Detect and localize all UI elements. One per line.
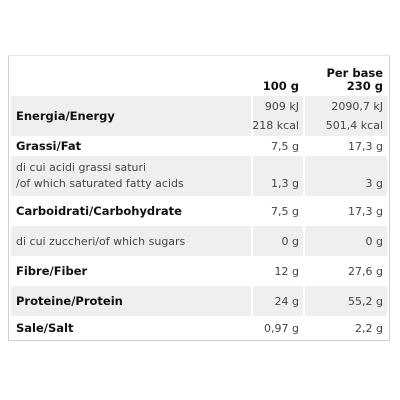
value-100g: 0 g xyxy=(281,234,299,248)
table-row: di cui acidi grassi saturi/of which satu… xyxy=(11,156,387,196)
row-label: Fibre/Fiber xyxy=(16,263,88,278)
row-label: Carboidrati/Carbohydrate xyxy=(16,203,182,218)
table-row: Energia/Energy 909 kJ 218 kcal 2090,7 kJ 501… xyxy=(11,96,387,136)
table-cell: 1,3 g xyxy=(253,156,303,196)
table-cell: 909 kJ 218 kcal xyxy=(252,96,303,136)
table-cell: Sale/Salt xyxy=(11,316,251,341)
table-cell: 0 g xyxy=(253,226,303,256)
header-text: 230 g xyxy=(346,79,383,93)
table-row: Carboidrati/Carbohydrate 7,5 g 17,3 g xyxy=(11,196,387,226)
table-row: Proteine/Protein 24 g 55,2 g xyxy=(11,286,387,316)
table-cell: 55,2 g xyxy=(305,286,387,316)
table-row: Fibre/Fiber 12 g 27,6 g xyxy=(11,256,387,286)
header-cell: Per base 230 g xyxy=(305,56,387,96)
row-label: di cui acidi grassi saturi xyxy=(16,161,147,174)
value-per-base: 55,2 g xyxy=(348,294,383,308)
value-per-base: 0 g xyxy=(365,234,383,248)
table-cell: 3 g xyxy=(305,156,387,196)
value-per-base: 2,2 g xyxy=(355,322,383,335)
table-cell: di cui zuccheri/of which sugars xyxy=(11,226,251,256)
value-per-base: 2090,7 kJ xyxy=(331,100,383,113)
nutrition-table: 100 g Per base 230 g Energia/Energy 909 k… xyxy=(8,55,390,341)
row-label: di cui zuccheri/of which sugars xyxy=(16,234,186,248)
table-cell: 17,3 g xyxy=(305,196,387,226)
value-per-base: 27,6 g xyxy=(348,264,383,278)
header-row: 100 g Per base 230 g xyxy=(11,56,387,96)
row-label: Grassi/Fat xyxy=(16,138,82,153)
table-cell: 2090,7 kJ 501,4 kcal xyxy=(305,96,387,136)
value-100g: 218 kcal xyxy=(252,119,299,132)
row-label: Sale/Salt xyxy=(16,321,74,335)
table-cell: 17,3 g xyxy=(305,136,387,156)
table-cell: Carboidrati/Carbohydrate xyxy=(11,196,251,226)
row-label: Proteine/Protein xyxy=(16,293,123,308)
table-cell: 7,5 g xyxy=(253,136,303,156)
header-text: Per base xyxy=(326,66,383,80)
table-cell: Energia/Energy xyxy=(11,96,251,136)
table-cell: 24 g xyxy=(253,286,303,316)
value-100g: 1,3 g xyxy=(271,177,299,190)
table-cell: 0,97 g xyxy=(253,316,303,341)
header-cell: 100 g xyxy=(253,56,303,96)
table-cell: Grassi/Fat xyxy=(11,136,251,156)
table-cell: 2,2 g xyxy=(305,316,387,341)
row-label: Energia/Energy xyxy=(16,108,115,123)
value-100g: 7,5 g xyxy=(271,204,299,218)
value-100g: 0,97 g xyxy=(264,322,299,335)
value-100g: 12 g xyxy=(274,264,299,278)
table-cell: Fibre/Fiber xyxy=(11,256,251,286)
table-cell: Proteine/Protein xyxy=(11,286,251,316)
value-100g: 909 kJ xyxy=(264,100,299,113)
value-per-base: 3 g xyxy=(365,177,383,190)
table-cell: di cui acidi grassi saturi/of which satu… xyxy=(11,156,251,196)
value-per-base: 17,3 g xyxy=(348,139,383,153)
row-label: /of which saturated fatty acids xyxy=(16,177,184,190)
table-row: di cui zuccheri/of which sugars 0 g 0 g xyxy=(11,226,387,256)
table-cell: 27,6 g xyxy=(305,256,387,286)
table-row: Sale/Salt 0,97 g 2,2 g xyxy=(11,316,387,341)
table-cell: 7,5 g xyxy=(253,196,303,226)
value-per-base: 17,3 g xyxy=(348,204,383,218)
table-cell: 0 g xyxy=(305,226,387,256)
header-text: 100 g xyxy=(262,79,299,93)
value-100g: 24 g xyxy=(274,294,299,308)
table-row: Grassi/Fat 7,5 g 17,3 g xyxy=(11,136,387,156)
value-100g: 7,5 g xyxy=(271,139,299,153)
table-cell: 12 g xyxy=(253,256,303,286)
value-per-base: 501,4 kcal xyxy=(325,119,383,132)
header-empty xyxy=(11,56,251,96)
